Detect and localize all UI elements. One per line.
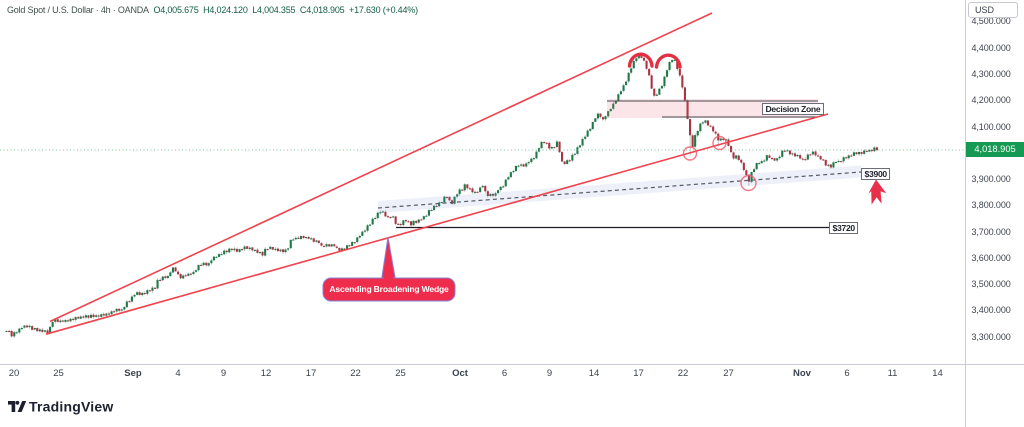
svg-text:TradingView: TradingView — [29, 399, 113, 415]
